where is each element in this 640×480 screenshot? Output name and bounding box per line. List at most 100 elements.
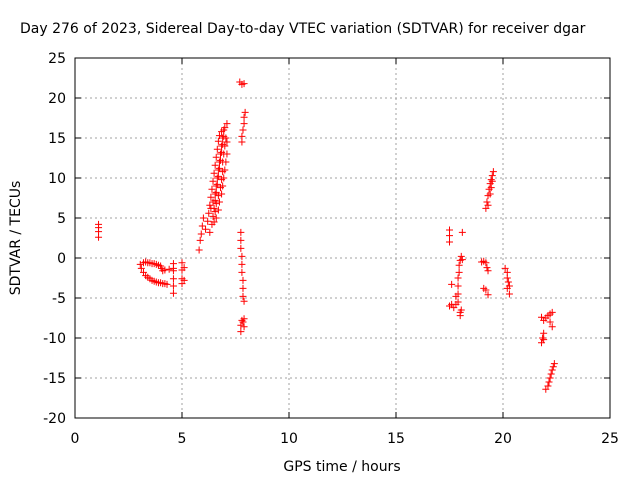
data-point (214, 192, 222, 200)
data-point (446, 232, 453, 240)
data-point (221, 124, 229, 132)
data-point (202, 225, 210, 233)
data-point (458, 228, 466, 236)
data-point (241, 108, 249, 116)
y-tick-label: 10 (48, 171, 66, 187)
data-point (483, 264, 491, 272)
data-point (223, 138, 231, 146)
data-point (239, 284, 247, 292)
data-point (482, 259, 490, 267)
y-tick-label: 0 (57, 251, 66, 267)
data-point (454, 290, 462, 298)
data-point (214, 206, 222, 214)
data-point (209, 198, 217, 206)
data-point (457, 252, 465, 260)
data-point (487, 176, 495, 184)
data-point (178, 259, 186, 267)
data-point (136, 260, 144, 268)
data-point (212, 200, 220, 208)
data-point (212, 182, 220, 190)
data-point (456, 312, 464, 320)
data-point (488, 177, 496, 185)
data-point (212, 214, 220, 222)
data-point (169, 267, 177, 275)
data-point (548, 366, 556, 374)
data-point (161, 266, 169, 274)
data-point (213, 180, 221, 188)
data-point (215, 198, 223, 206)
data-point (163, 280, 171, 288)
data-point (206, 228, 214, 236)
x-tick-label: 15 (387, 431, 405, 447)
data-point (137, 264, 145, 272)
data-point (214, 172, 222, 180)
data-point (215, 158, 223, 166)
x-tick-label: 5 (178, 431, 187, 447)
data-point (213, 145, 221, 153)
x-tick-label: 0 (71, 431, 80, 447)
data-point (545, 378, 553, 386)
data-point (240, 297, 248, 305)
data-point (217, 150, 225, 158)
data-point (211, 208, 219, 216)
data-point (455, 261, 463, 269)
data-point (240, 113, 248, 121)
data-point (196, 236, 204, 244)
y-tick-label: 15 (48, 131, 66, 147)
data-point (205, 209, 213, 217)
data-point (457, 306, 465, 314)
data-point (240, 80, 248, 88)
data-point (180, 276, 188, 284)
data-point (165, 265, 173, 273)
data-point (199, 214, 207, 222)
y-tick-label: 20 (48, 91, 66, 107)
data-point (550, 360, 558, 368)
data-point (195, 246, 203, 254)
data-point (454, 282, 462, 290)
data-point (214, 166, 222, 174)
x-tick-label: 20 (494, 431, 512, 447)
data-point (486, 190, 494, 198)
data-point (219, 168, 227, 176)
data-point (505, 290, 513, 298)
chart-title: Day 276 of 2023, Sidereal Day-to-day VTE… (20, 21, 586, 37)
data-point (209, 212, 217, 220)
data-point (446, 238, 453, 246)
data-point (211, 190, 219, 198)
x-tick-label: 25 (601, 431, 619, 447)
data-point (240, 315, 248, 323)
data-point (484, 201, 492, 209)
data-point (448, 280, 456, 288)
data-point (539, 334, 547, 342)
data-point (547, 370, 555, 378)
data-point (540, 336, 548, 344)
data-point (240, 323, 248, 331)
data-point (240, 120, 248, 128)
data-point (503, 284, 511, 292)
data-point (548, 308, 556, 316)
data-point (484, 291, 492, 299)
data-point (204, 217, 212, 225)
y-tick-label: 25 (48, 51, 66, 67)
data-point (198, 222, 206, 230)
data-point (548, 323, 556, 331)
data-point (238, 252, 246, 260)
data-point (238, 268, 246, 276)
data-point (549, 363, 557, 371)
data-point (239, 126, 247, 134)
data-point (454, 298, 462, 306)
data-point (213, 174, 221, 182)
y-axis-label: SDTVAR / TECUs (8, 181, 24, 296)
data-point (237, 228, 245, 236)
data-point (238, 132, 246, 140)
data-point (238, 260, 246, 268)
data-point (484, 267, 492, 275)
data-points (95, 78, 558, 393)
data-point (237, 236, 245, 244)
data-point (169, 275, 177, 283)
data-point (504, 278, 512, 286)
data-point (218, 190, 226, 198)
data-point (218, 142, 226, 150)
y-tick-label: -15 (43, 371, 66, 387)
